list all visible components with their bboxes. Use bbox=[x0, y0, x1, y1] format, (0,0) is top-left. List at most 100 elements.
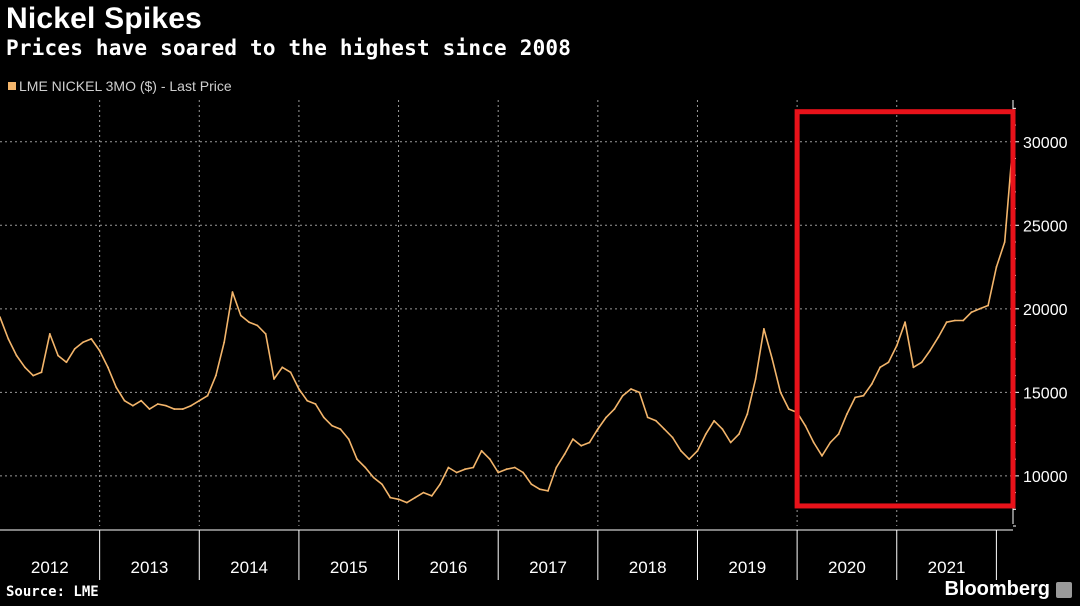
data-point bbox=[364, 466, 367, 469]
data-point bbox=[987, 304, 989, 307]
x-tick-label: 2013 bbox=[131, 558, 169, 577]
data-point bbox=[0, 316, 1, 319]
data-point bbox=[488, 458, 491, 461]
data-point bbox=[480, 449, 483, 452]
x-tick-label: 2021 bbox=[928, 558, 966, 577]
data-point bbox=[256, 324, 259, 327]
data-point bbox=[630, 388, 632, 390]
brand-icon bbox=[1056, 581, 1072, 598]
highlight-box bbox=[794, 109, 1016, 509]
series bbox=[0, 140, 1014, 504]
data-point bbox=[530, 483, 533, 486]
data-point bbox=[206, 394, 209, 397]
data-point bbox=[281, 366, 284, 369]
data-point bbox=[48, 332, 51, 335]
axes: 10000 15000 20000 25000 30000 2012 2013 2014 201… bbox=[0, 100, 1068, 580]
data-point bbox=[339, 428, 342, 431]
data-point bbox=[57, 354, 60, 357]
data-point bbox=[472, 466, 475, 469]
legend: LME NICKEL 3MO ($) - Last Price bbox=[8, 78, 232, 94]
data-point bbox=[82, 341, 84, 344]
data-point bbox=[40, 371, 43, 374]
data-point bbox=[895, 344, 898, 347]
data-point bbox=[663, 428, 666, 431]
data-point bbox=[181, 408, 184, 410]
data-point bbox=[738, 433, 740, 436]
data-point bbox=[547, 490, 549, 492]
data-point bbox=[787, 408, 790, 410]
data-point bbox=[613, 408, 616, 410]
data-point bbox=[24, 366, 26, 369]
data-point bbox=[563, 453, 566, 456]
data-point bbox=[837, 433, 840, 436]
source-note: Source: LME bbox=[6, 584, 99, 600]
data-point bbox=[995, 266, 998, 268]
data-point bbox=[555, 466, 558, 469]
data-point bbox=[148, 408, 151, 410]
data-point bbox=[98, 349, 101, 352]
data-point bbox=[131, 404, 134, 407]
data-point bbox=[65, 361, 68, 364]
data-point bbox=[140, 399, 143, 402]
data-point bbox=[580, 444, 583, 447]
data-point bbox=[190, 404, 192, 407]
data-point bbox=[912, 366, 915, 369]
data-point bbox=[522, 471, 525, 474]
data-point bbox=[846, 413, 848, 415]
data-point bbox=[721, 428, 724, 431]
x-tick-label: 2019 bbox=[728, 558, 766, 577]
grid bbox=[0, 100, 1013, 526]
data-point bbox=[422, 491, 425, 494]
brand-name: Bloomberg bbox=[944, 578, 1050, 600]
data-point bbox=[123, 399, 126, 402]
x-tick-label: 2016 bbox=[429, 558, 467, 577]
data-point bbox=[870, 383, 873, 385]
data-point bbox=[173, 408, 176, 410]
data-point bbox=[107, 366, 109, 369]
legend-swatch bbox=[8, 82, 16, 90]
data-point bbox=[862, 394, 865, 397]
x-tick-label: 2018 bbox=[629, 558, 667, 577]
data-point bbox=[937, 336, 940, 339]
data-point bbox=[513, 466, 516, 469]
x-tick-label: 2014 bbox=[230, 558, 268, 577]
data-point bbox=[273, 378, 275, 380]
chart-title: Nickel Spikes bbox=[6, 2, 203, 35]
x-tick-label: 2020 bbox=[828, 558, 866, 577]
data-point bbox=[696, 449, 699, 452]
data-point bbox=[945, 321, 948, 324]
data-point bbox=[223, 341, 226, 344]
data-point bbox=[829, 441, 832, 444]
data-point bbox=[314, 403, 317, 405]
data-point bbox=[439, 483, 441, 486]
brand-logo: Bloomberg bbox=[944, 578, 1072, 601]
y-tick-label: 20000 bbox=[1023, 302, 1068, 319]
data-point bbox=[920, 361, 923, 364]
data-point bbox=[447, 466, 450, 469]
data-point bbox=[289, 371, 292, 374]
data-point bbox=[115, 386, 118, 389]
data-point bbox=[214, 374, 217, 377]
data-point bbox=[904, 321, 906, 324]
data-point bbox=[264, 332, 267, 335]
series-line bbox=[0, 141, 1014, 504]
data-point bbox=[389, 496, 392, 499]
data-point bbox=[978, 307, 981, 310]
data-point bbox=[704, 433, 707, 436]
data-point bbox=[538, 488, 541, 491]
y-tick-label: 15000 bbox=[1023, 385, 1068, 402]
data-point bbox=[455, 471, 458, 474]
data-point bbox=[347, 438, 350, 441]
data-point bbox=[322, 416, 325, 419]
data-point bbox=[605, 416, 608, 419]
x-tick-label: 2015 bbox=[330, 558, 368, 577]
data-point bbox=[32, 374, 35, 377]
data-point bbox=[588, 441, 591, 444]
data-point bbox=[7, 337, 10, 340]
data-point bbox=[248, 321, 250, 324]
data-point bbox=[464, 468, 466, 471]
data-point bbox=[306, 399, 309, 402]
legend-label: LME NICKEL 3MO ($) - Last Price bbox=[19, 78, 232, 94]
